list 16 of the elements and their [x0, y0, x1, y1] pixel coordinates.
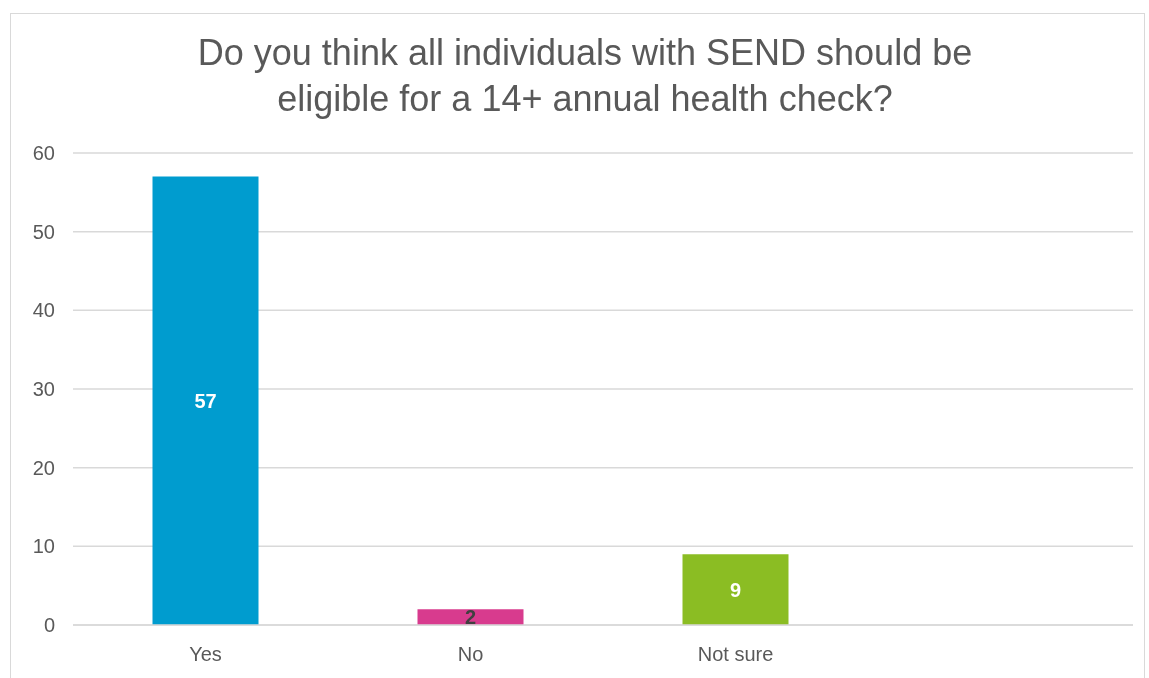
x-tick-label: No [457, 643, 484, 666]
bar [682, 554, 789, 625]
y-tick-label: 0 [43, 614, 55, 637]
data-label: 2 [464, 606, 477, 629]
data-label: 9 [729, 578, 742, 601]
bar [152, 176, 259, 625]
x-tick-label: Not sure [697, 643, 774, 666]
y-tick-label: 10 [32, 535, 55, 558]
y-tick-label: 60 [32, 142, 55, 165]
data-label: 57 [194, 389, 217, 412]
y-tick-label: 30 [32, 378, 55, 401]
x-tick-label: Yes [189, 643, 222, 666]
y-tick-label: 20 [32, 456, 55, 479]
chart-title: Do you think all individuals with SEND should be eligible for a 14+ annual health check? [196, 31, 974, 121]
y-tick-label: 50 [32, 220, 55, 243]
y-tick-label: 40 [32, 299, 55, 322]
